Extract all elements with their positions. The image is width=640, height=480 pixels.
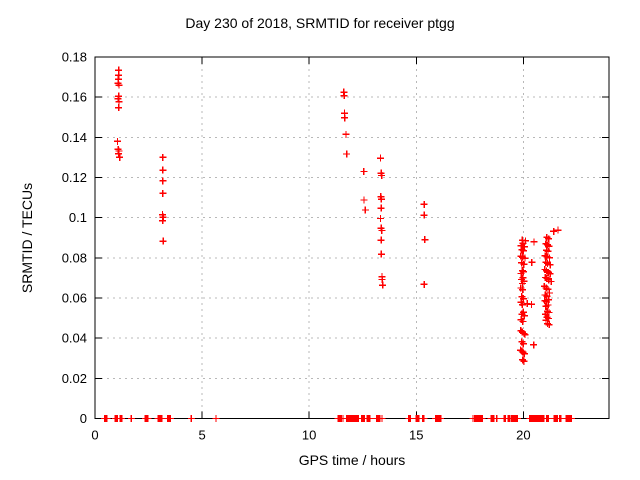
- svg-text:0.02: 0.02: [62, 371, 87, 386]
- tick-marks: [94, 56, 609, 419]
- svg-text:0.14: 0.14: [62, 130, 87, 145]
- svg-text:15: 15: [409, 428, 423, 443]
- svg-text:0.1: 0.1: [69, 210, 87, 225]
- svg-text:0.16: 0.16: [62, 90, 87, 105]
- svg-text:10: 10: [302, 428, 316, 443]
- svg-text:0.18: 0.18: [62, 50, 87, 65]
- x-axis-title: GPS time / hours: [298, 452, 406, 468]
- svg-text:0: 0: [80, 411, 87, 426]
- tick-labels: 0 0.02 0.04 0.06 0.08 0.1 0.12 0.14 0.16 0.18 0 5 10…: [62, 50, 531, 443]
- plot-frame: [94, 56, 610, 419]
- data-points: [101, 66, 575, 422]
- svg-text:0.08: 0.08: [62, 250, 87, 265]
- svg-text:0.06: 0.06: [62, 291, 87, 306]
- svg-text:0: 0: [91, 428, 98, 443]
- svg-text:0.04: 0.04: [62, 331, 87, 346]
- svg-text:5: 5: [198, 428, 205, 443]
- svg-text:20: 20: [516, 428, 530, 443]
- grid-lines: [95, 57, 609, 419]
- svg-text:0.12: 0.12: [62, 170, 87, 185]
- chart-title: Day 230 of 2018, SRMTID for receiver ptg…: [185, 15, 455, 31]
